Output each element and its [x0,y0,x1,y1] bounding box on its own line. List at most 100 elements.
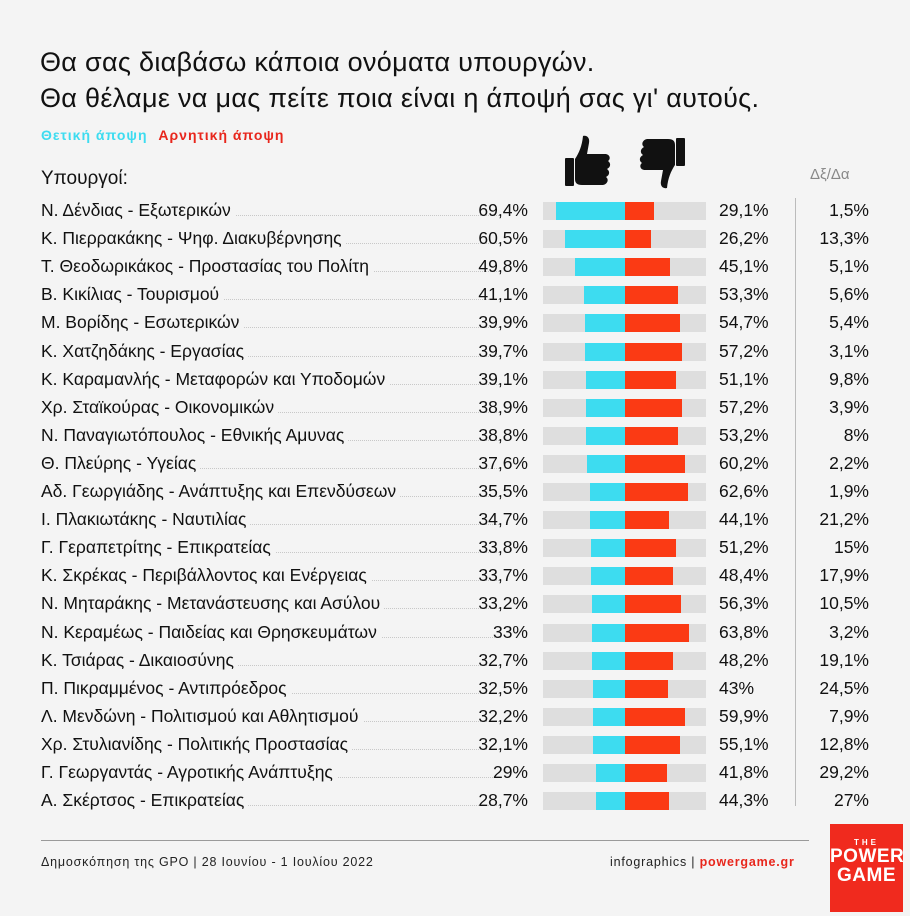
positive-bar [585,314,625,333]
table-row: Κ. Πιερρακάκης - Ψηφ. Διακυβέρνησης 60,5%… [0,226,910,254]
minister-label: Γ. Γεωργαντάς - Αγροτικής Ανάπτυξης [41,762,337,782]
positive-bar [591,595,625,614]
minister-name: Ι. Πλακιωτάκης - Ναυτιλίας [41,509,501,530]
negative-value-label: 51,2% [719,537,769,558]
minister-name: Ν. Δένδιας - Εξωτερικών [41,200,501,221]
positive-bar [585,342,625,361]
minister-name: Ν. Μηταράκης - Μετανάστευσης και Ασύλου [41,593,501,614]
table-row: Κ. Καραμανλής - Μεταφορών και Υποδομών 39… [0,367,910,395]
table-row: Χρ. Στυλιανίδης - Πολιτικής Προστασίας 32… [0,732,910,760]
negative-bar [625,623,689,642]
minister-label: Ν. Μηταράκης - Μετανάστευσης και Ασύλου [41,593,385,614]
positive-bar [585,370,625,389]
leader-dots [41,664,501,666]
minister-name: Κ. Καραμανλής - Μεταφορών και Υποδομών [41,368,501,390]
positive-value-label: 32,2% [478,705,528,726]
minister-label: Ν. Παναγιωτόπουλος - Εθνικής Αμυνας [41,424,349,445]
footer-divider [41,840,809,841]
negative-bar [625,539,677,558]
power-game-logo: THE POWER GAME [830,824,904,912]
table-row: Μ. Βορίδης - Εσωτερικών 39,9% 54,7% 5,4% [0,310,910,338]
minister-label: Β. Κικίλιας - Τουρισμού [41,284,224,305]
positive-value-label: 69,4% [478,200,528,220]
minister-name: Θ. Πλεύρης - Υγείας [41,452,501,474]
legend-positive: Θετική άποψη [41,127,148,143]
table-row: Ν. Μηταράκης - Μετανάστευσης και Ασύλου 3… [0,591,910,619]
leader-dots [41,355,501,357]
leader-dots [41,467,501,469]
positive-value-label: 33,2% [478,593,528,614]
minister-label: Ι. Πλακιωτάκης - Ναυτιλίας [41,509,251,530]
positive-value-label: 29% [492,762,528,782]
positive-bar [564,230,625,249]
positive-bar [590,511,625,530]
positive-bar [596,792,625,811]
positive-bar [592,679,625,698]
table-row: Ν. Παναγιωτόπουλος - Εθνικής Αμυνας 38,8%… [0,423,910,451]
dk-value-label: 3,1% [829,340,869,361]
positive-value-label: 41,1% [478,284,528,305]
minister-name: Ν. Κεραμέως - Παιδείας και Θρησκευμάτων [41,621,501,643]
dk-value-label: 3,9% [829,396,869,417]
negative-value-label: 53,2% [719,424,769,445]
minister-label: Π. Πικραμμένος - Αντιπρόεδρος [41,677,291,698]
negative-value-label: 45,1% [719,256,769,277]
negative-bar [625,286,679,305]
positive-bar [589,483,625,501]
dk-divider [795,198,796,806]
title-line-2: Θα θέλαμε να μας πείτε ποια είναι η άποψ… [40,83,760,113]
negative-bar [625,426,679,445]
table-row: Χρ. Σταϊκούρας - Οικονομικών 38,9% 57,2% 3,… [0,395,910,423]
dk-value-label: 7,9% [829,705,869,726]
negative-bar [625,398,683,417]
negative-bar [625,511,670,530]
positive-bar [555,202,625,220]
positive-bar [592,623,625,642]
dk-value-label: 10,5% [819,593,869,614]
positive-bar [592,651,625,670]
dk-value-label: 17,9% [819,565,869,586]
positive-value-label: 49,8% [478,256,528,277]
positive-value-label: 34,7% [478,509,528,530]
positive-value-label: 39,9% [478,312,528,333]
minister-label: Μ. Βορίδης - Εσωτερικών [41,312,244,333]
minister-label: Κ. Πιερρακάκης - Ψηφ. Διακυβέρνησης [41,228,346,249]
leader-dots [41,524,501,526]
positive-value-label: 28,7% [478,790,528,811]
negative-value-label: 56,3% [719,593,769,614]
negative-value-label: 55,1% [719,733,769,754]
negative-bar [625,651,674,670]
legend-negative: Αρνητική άποψη [158,127,285,143]
chart-title: Θα σας διαβάσω κάποια ονόματα υπουργών. … [40,44,759,116]
negative-value-label: 59,9% [719,705,769,726]
positive-bar [592,707,625,726]
positive-bar [591,539,625,558]
dk-value-label: 1,5% [829,200,869,220]
minister-name: Κ. Σκρέκας - Περιβάλλοντος και Ενέργειας [41,565,501,586]
negative-bar [625,370,677,389]
positive-value-label: 33,7% [478,565,528,586]
dk-value-label: 27% [833,790,869,811]
positive-value-label: 60,5% [478,228,528,249]
positive-value-label: 38,8% [478,424,528,445]
negative-bar [625,567,674,586]
negative-value-label: 63,8% [719,621,769,642]
minister-label: Ν. Δένδιας - Εξωτερικών [41,200,235,220]
positive-value-label: 38,9% [478,396,528,417]
table-row: Κ. Τσιάρας - Δικαιοσύνης 32,7% 48,2% 19,1% [0,648,910,676]
ministers-header: Υπουργοί: [41,168,128,189]
positive-bar [591,567,625,586]
dk-value-label: 5,1% [829,256,869,277]
positive-bar [586,426,625,445]
table-row: Γ. Γεωργαντάς - Αγροτικής Ανάπτυξης 29% 41… [0,760,910,788]
minister-label: Τ. Θεοδωρικάκος - Προστασίας του Πολίτη [41,256,373,277]
minister-name: Α. Σκέρτσος - Επικρατείας [41,790,501,811]
negative-bar [625,792,670,811]
table-row: Τ. Θεοδωρικάκος - Προστασίας του Πολίτη 4… [0,254,910,282]
credit-site: powergame.gr [699,855,795,869]
negative-bar [625,595,682,614]
table-row: Λ. Μενδώνη - Πολιτισμού και Αθλητισμού 32… [0,704,910,732]
negative-bar [625,342,683,361]
minister-label: Θ. Πλεύρης - Υγείας [41,452,201,473]
dk-value-label: 3,2% [829,621,869,642]
